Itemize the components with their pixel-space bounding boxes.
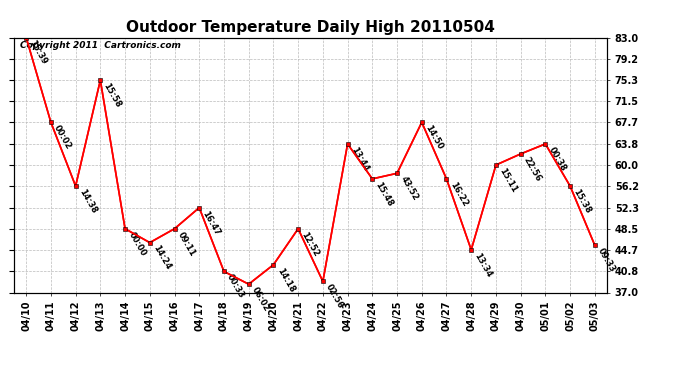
Text: 02:56: 02:56 (324, 283, 346, 310)
Text: 14:24: 14:24 (151, 244, 172, 272)
Text: 13:34: 13:34 (473, 251, 494, 279)
Text: 15:38: 15:38 (571, 188, 593, 215)
Text: 00:38: 00:38 (546, 146, 568, 172)
Text: 14:50: 14:50 (423, 124, 444, 152)
Text: 00:00: 00:00 (126, 230, 148, 258)
Text: 09:33: 09:33 (596, 247, 618, 274)
Title: Outdoor Temperature Daily High 20110504: Outdoor Temperature Daily High 20110504 (126, 20, 495, 35)
Text: 15:58: 15:58 (101, 82, 123, 109)
Text: 16:47: 16:47 (201, 209, 221, 237)
Text: 14:18: 14:18 (275, 266, 296, 294)
Text: 15:11: 15:11 (497, 166, 519, 194)
Text: 13:44: 13:44 (349, 146, 370, 173)
Text: 43:52: 43:52 (398, 175, 420, 202)
Text: 15:39: 15:39 (28, 39, 49, 66)
Text: 06:02: 06:02 (250, 286, 271, 313)
Text: 22:56: 22:56 (522, 155, 543, 183)
Text: Copyright 2011  Cartronics.com: Copyright 2011 Cartronics.com (20, 41, 181, 50)
Text: 15:48: 15:48 (374, 180, 395, 208)
Text: 00:33: 00:33 (226, 273, 246, 300)
Text: 00:02: 00:02 (52, 124, 73, 151)
Text: 09:11: 09:11 (176, 230, 197, 258)
Text: 12:52: 12:52 (299, 230, 321, 258)
Text: 14:38: 14:38 (77, 188, 98, 215)
Text: 16:22: 16:22 (448, 180, 469, 208)
